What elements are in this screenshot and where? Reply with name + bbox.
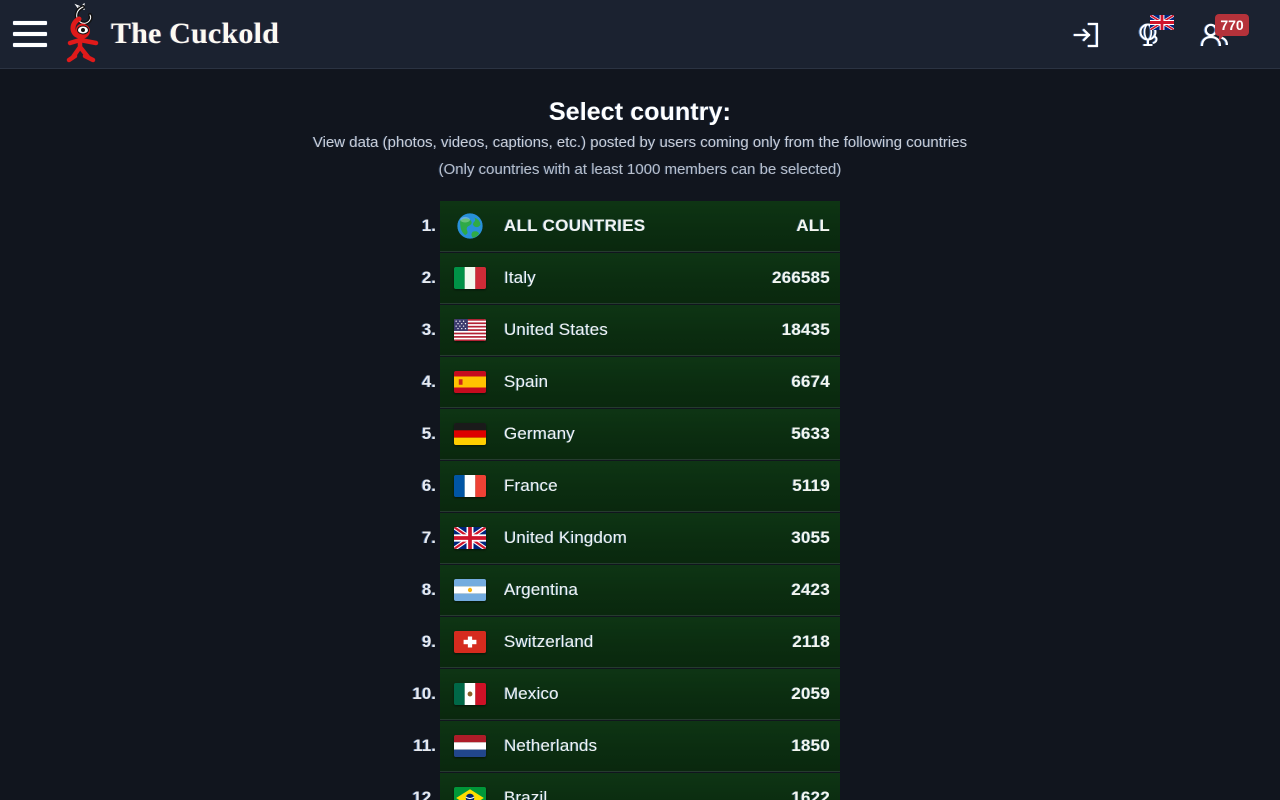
country-member-count: 3055 <box>791 527 830 547</box>
argentina-flag <box>454 579 486 601</box>
country-row[interactable]: 12. Brazil 1622 <box>412 772 840 800</box>
country-name: Germany <box>504 423 575 443</box>
mexico-flag <box>454 683 486 705</box>
country-row[interactable]: 10. Mexico 2059 <box>412 668 840 720</box>
country-row[interactable]: 7. United Kingdom 3055 <box>422 512 840 564</box>
rank-number: 12. <box>412 787 436 800</box>
rank-number: 4. <box>421 371 436 391</box>
members-button[interactable]: 770 <box>1194 13 1249 57</box>
login-arrow-icon <box>1073 22 1099 47</box>
country-row[interactable]: 8. Argentina 2423 <box>422 564 840 616</box>
country-name: United Kingdom <box>504 527 628 547</box>
country-member-count: 5633 <box>791 423 830 443</box>
country-member-count: 6674 <box>791 371 830 391</box>
country-member-count: 266585 <box>772 267 830 287</box>
united-kingdom-flag <box>454 527 486 549</box>
hamburger-bar <box>13 21 47 25</box>
rank-number: 7. <box>421 527 436 547</box>
uk-flag-icon <box>1150 14 1174 30</box>
site-header: The Cuckold <box>0 0 1280 69</box>
page-subtitle-line-1: View data (photos, videos, captions, etc… <box>312 134 968 152</box>
login-button[interactable] <box>1066 13 1106 57</box>
hamburger-menu-icon[interactable] <box>13 21 47 47</box>
rank-number: 10. <box>412 683 436 703</box>
brand-home-link[interactable]: The Cuckold <box>63 2 280 65</box>
country-row[interactable]: 3. United States 18435 <box>422 304 840 356</box>
cuckold-logo-icon <box>63 2 105 65</box>
country-name: United States <box>504 319 609 339</box>
country-member-count: 2059 <box>791 683 830 703</box>
country-name: Brazil <box>504 787 548 800</box>
rank-number: 3. <box>421 319 436 339</box>
globe-stand-icon <box>1139 23 1158 46</box>
rank-number: 6. <box>421 475 436 495</box>
page-subtitle-line-2: (Only countries with at least 1000 membe… <box>438 160 842 178</box>
brand-title: The Cuckold <box>111 17 280 50</box>
brazil-flag <box>454 787 486 800</box>
hamburger-bar <box>13 32 47 36</box>
country-member-count: 1622 <box>791 787 830 800</box>
france-flag <box>454 475 486 497</box>
country-name: Spain <box>504 371 549 391</box>
united-states-flag <box>454 319 486 341</box>
country-row[interactable]: 9. Switzerland 2118 <box>422 616 840 668</box>
rank-number: 8. <box>421 579 436 599</box>
country-member-count: ALL <box>796 215 830 235</box>
page-content: Select country: View data (photos, video… <box>0 69 1280 800</box>
country-name: France <box>504 475 558 495</box>
italy-flag <box>454 267 486 289</box>
page-title: Select country: <box>548 98 732 126</box>
rank-number: 5. <box>421 423 436 443</box>
language-selector-button[interactable] <box>1130 13 1174 57</box>
country-member-count: 2423 <box>791 579 830 599</box>
country-name: Mexico <box>504 683 559 703</box>
country-list: 1. ALL COUNTRIES ALL 2. Italy 266585 3. United … <box>412 200 840 800</box>
rank-number: 1. <box>421 215 436 235</box>
country-name: ALL COUNTRIES <box>504 215 646 235</box>
rank-number: 11. <box>413 735 436 755</box>
country-member-count: 18435 <box>781 319 830 339</box>
germany-flag <box>454 423 486 445</box>
country-name: Netherlands <box>504 735 598 755</box>
rank-number: 2. <box>421 267 436 287</box>
members-count-badge: 770 <box>1215 13 1249 41</box>
country-name: Argentina <box>504 579 579 599</box>
header-actions: 770 <box>1066 0 1280 69</box>
globe-icon <box>456 212 484 240</box>
country-member-count: 2118 <box>792 631 830 651</box>
country-row[interactable]: 5. Germany 5633 <box>422 408 840 460</box>
hamburger-bar <box>13 43 47 47</box>
rank-number: 9. <box>421 631 436 651</box>
switzerland-flag <box>454 631 486 653</box>
country-name: Italy <box>504 267 536 287</box>
country-row[interactable]: 1. ALL COUNTRIES ALL <box>422 200 840 252</box>
country-row[interactable]: 6. France 5119 <box>422 460 840 512</box>
spain-flag <box>454 371 486 393</box>
country-member-count: 5119 <box>792 475 830 495</box>
country-row[interactable]: 4. Spain 6674 <box>422 356 840 408</box>
country-row[interactable]: 11. Netherlands 1850 <box>413 720 840 772</box>
country-member-count: 1850 <box>791 735 830 755</box>
netherlands-flag <box>454 735 486 757</box>
country-name: Switzerland <box>504 631 594 651</box>
country-row[interactable]: 2. Italy 266585 <box>422 252 840 304</box>
